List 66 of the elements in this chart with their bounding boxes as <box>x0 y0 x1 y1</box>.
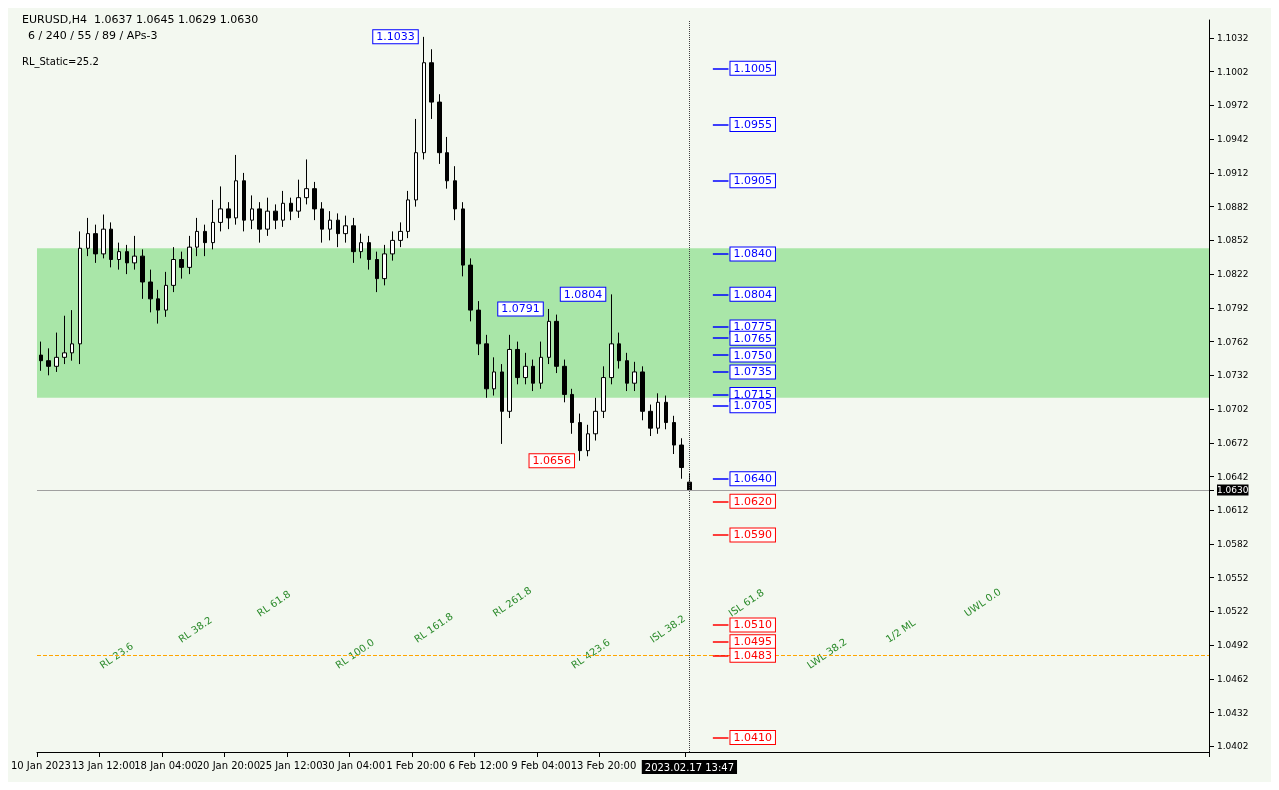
y-tick-label: 1.0912 <box>1217 167 1249 178</box>
y-tick-label: 1.1032 <box>1217 32 1249 43</box>
y-tick-label: 1.0522 <box>1217 606 1249 617</box>
text: 1.1033 <box>376 30 415 44</box>
ref-line-label: 1.0735 <box>733 365 772 379</box>
annotation: RL 38.2 <box>176 614 214 645</box>
text: 1.0656 <box>532 454 572 468</box>
ref-line-label: 1.0705 <box>733 399 772 413</box>
x-tick-label: 1 Feb 20:00 <box>386 759 446 771</box>
y-tick-label: 1.0942 <box>1217 134 1249 145</box>
y-tick-label: 1.0402 <box>1217 741 1249 752</box>
ref-line-label: 1.0840 <box>733 247 772 261</box>
text: 1.0791 <box>501 302 540 316</box>
ref-line-label: 1.0410 <box>733 730 772 744</box>
ref-line-label: 1.0715 <box>733 387 772 401</box>
chart-title: EURUSD,H4 1.0637 1.0645 1.0629 1.0630 <box>22 13 259 26</box>
text: 1.0804 <box>563 287 603 301</box>
y-tick-label: 1.0762 <box>1217 336 1249 347</box>
x-tick-label: 2023.02.17 13:47 <box>644 761 735 773</box>
annotation: 1/2 ML <box>883 616 918 645</box>
annotation: ISL 38.2 <box>647 612 688 645</box>
ref-line-label: 1.0750 <box>733 348 772 362</box>
ref-line-label: 1.0510 <box>733 618 772 632</box>
y-tick-label: 1.0882 <box>1217 201 1249 212</box>
x-tick-label: 13 Feb 20:00 <box>570 759 637 771</box>
ref-line-label: 1.0955 <box>733 118 772 132</box>
annotation: RL 61.8 <box>254 588 293 619</box>
ref-line-label: 1.0590 <box>733 528 772 542</box>
y-tick-label: 1.0492 <box>1217 640 1249 651</box>
ref-line-label: 1.0765 <box>733 331 772 345</box>
y-tick-label: 1.0822 <box>1217 269 1249 280</box>
x-tick-label: 30 Jan 04:00 <box>321 759 386 771</box>
text: 6 / 240 / 55 / 89 / APs-3 <box>28 29 158 42</box>
y-tick-label: 1.0552 <box>1217 572 1249 583</box>
y-tick-label: 1.0672 <box>1217 437 1249 448</box>
x-tick-label: 13 Jan 12:00 <box>71 759 136 771</box>
y-tick-label: 1.0462 <box>1217 673 1249 684</box>
ref-line-label: 1.0905 <box>733 174 772 188</box>
x-tick-label: 25 Jan 12:00 <box>259 759 323 771</box>
y-tick-label: 1.1002 <box>1217 66 1249 77</box>
y-tick-label: 1.0582 <box>1217 538 1249 549</box>
ref-line-label: 1.0495 <box>733 635 772 649</box>
ref-line-label: 1.0804 <box>733 287 772 301</box>
y-tick-label: 1.0702 <box>1217 404 1249 415</box>
ref-line-label: 1.0640 <box>733 472 772 486</box>
ref-line-label: 1.0483 <box>733 648 772 662</box>
y-tick-label: 1.0612 <box>1217 505 1249 516</box>
annotation: RL_Static=25.2 <box>22 55 99 68</box>
y-tick-label: 1.0732 <box>1217 370 1249 381</box>
annotation: ISL 61.8 <box>726 586 766 619</box>
annotation: LWL 38.2 <box>804 635 849 671</box>
y-tick-label: 1.0792 <box>1217 302 1249 313</box>
y-tick-label: 1.0972 <box>1217 100 1249 111</box>
x-tick-label: 9 Feb 04:00 <box>511 759 571 771</box>
y-tick-label: 1.0432 <box>1217 707 1249 718</box>
y-tick-label: 1.0630 <box>1217 485 1249 496</box>
y-tick-label: 1.0642 <box>1217 471 1249 482</box>
x-tick-label: 10 Jan 2023 <box>10 759 71 771</box>
y-tick-label: 1.0852 <box>1217 235 1249 246</box>
x-tick-label: 18 Jan 04:00 <box>134 759 198 771</box>
ref-line-label: 1.0620 <box>733 494 772 508</box>
ref-line-label: 1.0775 <box>733 320 772 334</box>
x-tick-label: 6 Feb 12:00 <box>448 759 509 771</box>
annotation: UWL 0.0 <box>962 585 1003 619</box>
x-tick-label: 20 Jan 20:00 <box>196 759 261 771</box>
ref-line-label: 1.1005 <box>733 61 772 75</box>
